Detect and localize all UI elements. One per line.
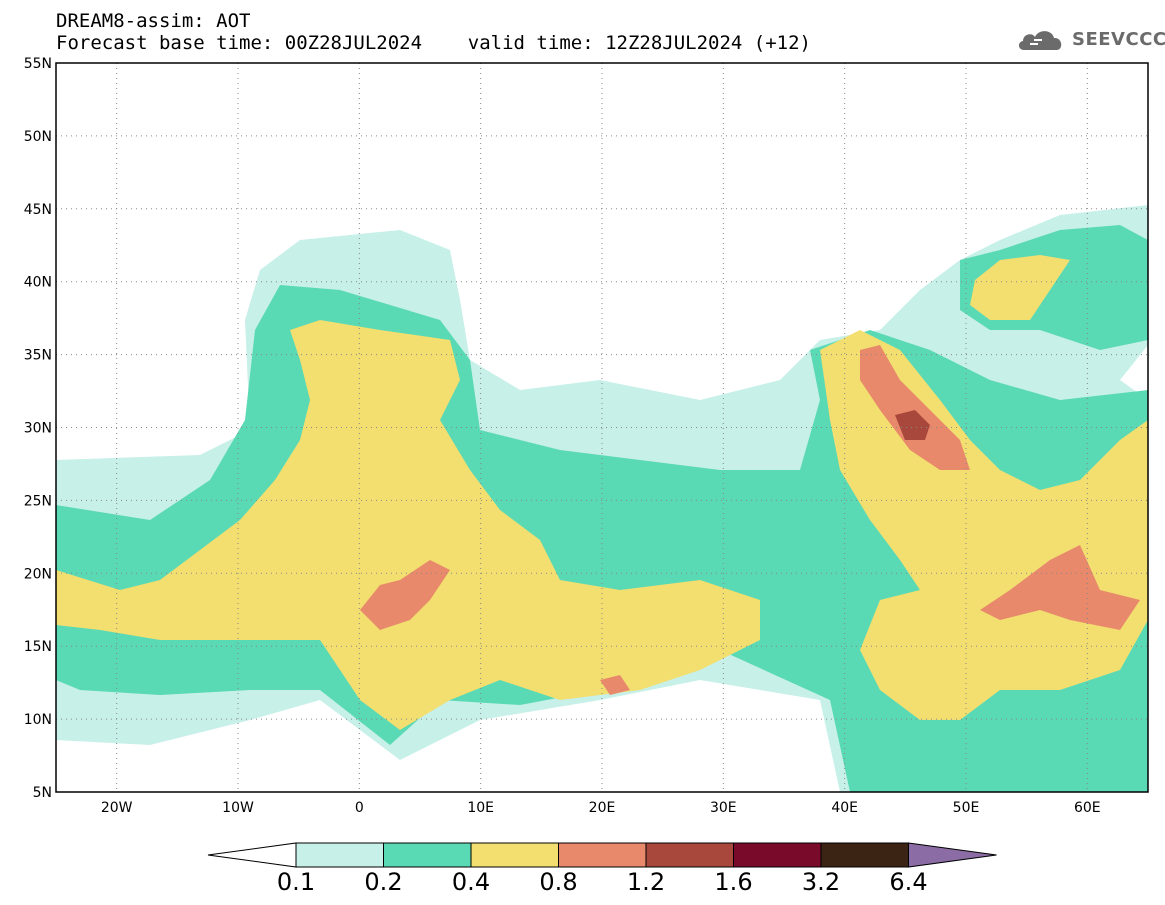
lon-tick-label: 40E	[831, 800, 858, 816]
lat-tick-label: 20N	[24, 566, 52, 582]
colorbar-segment	[558, 842, 647, 868]
lon-tick-label: 20W	[101, 800, 133, 816]
lon-tick-label: 30E	[710, 800, 737, 816]
logo-text: SEEVCCC	[1072, 28, 1165, 50]
colorbar-over-arrow	[908, 842, 997, 868]
aot-contour-0.4-west	[56, 320, 760, 730]
aot-contour-0.4-caspian	[970, 255, 1070, 320]
colorbar-label: 3.2	[801, 868, 841, 896]
colorbar-label: 1.6	[714, 868, 753, 896]
cloud-icon	[1018, 31, 1062, 50]
map-grid	[56, 63, 1148, 792]
lon-tick-label: 60E	[1074, 800, 1101, 816]
map-subtitle: Forecast base time: 00Z28JUL2024 valid t…	[56, 32, 811, 54]
lat-tick-label: 35N	[24, 348, 52, 364]
colorbar-label: 6.4	[889, 868, 928, 896]
colorbar-label: 0.8	[539, 868, 578, 896]
lat-tick-label: 30N	[24, 421, 52, 437]
colorbar-segment	[470, 842, 559, 868]
aot-contour-0.8-arabia	[980, 545, 1140, 630]
lat-tick-label: 10N	[24, 712, 52, 728]
colorbar-label: 0.4	[451, 868, 491, 896]
map-title: DREAM8-assim: AOT	[56, 10, 251, 32]
colorbar-segment	[295, 842, 384, 868]
lat-tick-label: 55N	[24, 56, 52, 72]
lat-tick-label: 50N	[24, 129, 52, 145]
colorbar-label: 0.2	[364, 868, 403, 896]
lon-tick-label: 20E	[589, 800, 616, 816]
seevccc-logo: SEEVCCC	[1016, 24, 1165, 54]
colorbar-segment	[820, 842, 909, 868]
colorbar-under-arrow	[207, 842, 297, 868]
lat-tick-label: 45N	[24, 202, 52, 218]
aot-contour-0.8-chad	[600, 675, 630, 695]
lat-tick-label: 25N	[24, 493, 52, 509]
colorbar-segment	[645, 842, 734, 868]
aot-contour-0.8-iraq	[860, 345, 970, 470]
lon-tick-label: 10W	[222, 800, 254, 816]
lon-tick-label: 10E	[467, 800, 494, 816]
colorbar-segment	[383, 842, 472, 868]
lat-tick-label: 5N	[33, 785, 52, 801]
map-frame	[55, 62, 1149, 793]
lat-tick-label: 15N	[24, 639, 52, 655]
lat-tick-label: 40N	[24, 275, 52, 291]
colorbar-label: 0.1	[276, 868, 316, 896]
aot-contour-1.2-iraq	[895, 410, 930, 440]
colorbar-label: 1.2	[626, 868, 666, 896]
axis-ticks: 55N 50N 45N 40N 35N 30N 25N 20N 15N 10N 5N 20W 10W 0 1…	[24, 56, 1101, 816]
aot-contour-0.8-sahara	[360, 560, 450, 630]
lon-tick-label: 0	[355, 800, 364, 816]
colorbar	[207, 842, 997, 868]
colorbar-segment	[733, 842, 822, 868]
lon-tick-label: 50E	[953, 800, 980, 816]
